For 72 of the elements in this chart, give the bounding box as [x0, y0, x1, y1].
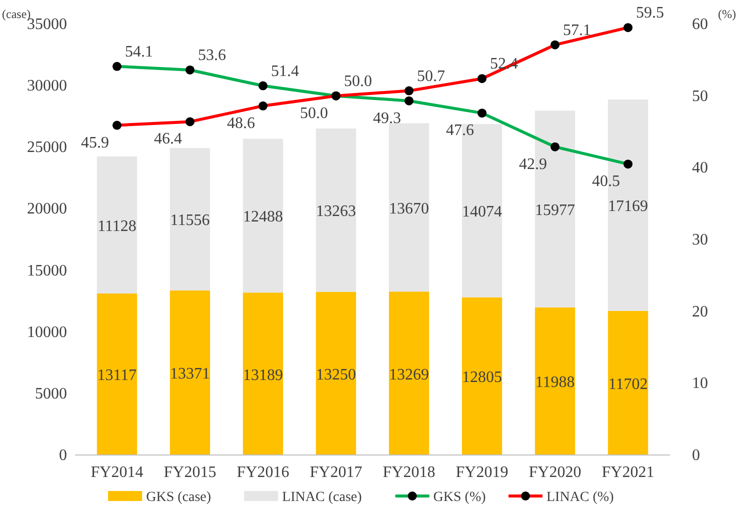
- data-label: 51.4: [270, 62, 299, 80]
- bar: [170, 148, 210, 290]
- data-label: 17169: [608, 198, 648, 216]
- data-label: 13269: [389, 366, 430, 384]
- bar: [242, 292, 284, 455]
- y2-tick-label: 50: [692, 88, 708, 105]
- y-tick-label: 15000: [27, 262, 67, 280]
- data-label: 42.9: [519, 156, 548, 173]
- data-label: 13670: [389, 200, 430, 218]
- bar: [462, 297, 502, 455]
- y2-tick-label: 30: [692, 232, 708, 248]
- data-label: 13371: [170, 366, 210, 383]
- data-label: 40.5: [592, 173, 620, 190]
- y-tick-label: 5000: [35, 385, 67, 402]
- bar: [388, 123, 430, 292]
- data-label: 49.3: [373, 110, 402, 127]
- data-label: 59.5: [636, 4, 664, 22]
- y2-tick-label: 10: [692, 375, 708, 392]
- data-label: 13189: [242, 366, 283, 384]
- x-tick-label: FY2014: [90, 464, 144, 481]
- data-label: 11128: [98, 218, 136, 235]
- bar: [316, 128, 356, 292]
- y-tick-label: 25000: [27, 139, 67, 156]
- bar: [96, 293, 138, 455]
- data-label: 11556: [170, 212, 210, 230]
- data-label: 50.0: [344, 72, 372, 90]
- x-tick-label: FY2018: [382, 464, 436, 481]
- data-label: 50.7: [417, 68, 446, 85]
- bar: [388, 292, 430, 455]
- x-tick-label: FY2017: [310, 464, 362, 481]
- y-tick-label: 30000: [27, 78, 67, 95]
- x-tick-label: FY2020: [528, 464, 582, 481]
- y2-tick-label: 60: [692, 16, 708, 33]
- bar: [316, 292, 356, 455]
- bar: [170, 290, 210, 455]
- legend-label: GKS (%): [433, 490, 486, 505]
- x-tick-label: FY2021: [602, 464, 654, 481]
- y2-tick-label: 40: [692, 160, 708, 177]
- data-label: 47.6: [446, 122, 474, 140]
- bar: [534, 307, 576, 455]
- data-label: 48.6: [226, 114, 255, 132]
- data-label: 45.9: [80, 134, 109, 152]
- legend-label: LINAC (%): [546, 490, 614, 505]
- bar: [96, 156, 138, 294]
- y2-tick-label: 0: [692, 447, 700, 464]
- data-label: 13263: [316, 203, 356, 220]
- data-label: 54.1: [124, 43, 153, 60]
- y-axis-title: (case): [2, 7, 31, 21]
- data-label: 46.4: [154, 130, 182, 148]
- data-label: 14074: [462, 204, 502, 221]
- bar: [608, 310, 648, 455]
- data-label: 11988: [535, 374, 575, 392]
- data-label: 13117: [97, 367, 137, 384]
- y-tick-label: 0: [59, 447, 67, 464]
- y2-tick-label: 20: [692, 303, 708, 320]
- legend-label: LINAC (case): [282, 490, 362, 505]
- y2-axis-title: (%): [718, 7, 736, 21]
- data-label: 57.1: [563, 22, 592, 39]
- x-tick-label: FY2015: [164, 464, 216, 481]
- data-label: 53.6: [198, 46, 226, 64]
- x-tick-label: FY2019: [456, 464, 508, 481]
- bar: [242, 138, 284, 293]
- x-tick-label: FY2016: [236, 464, 290, 481]
- y-tick-label: 10000: [27, 324, 67, 341]
- data-label: 13250: [316, 366, 356, 384]
- data-label: 11702: [608, 376, 648, 393]
- legend-label: GKS (case): [146, 490, 212, 505]
- data-label: 15977: [535, 202, 576, 220]
- data-label: 12805: [462, 369, 502, 386]
- y-tick-label: 20000: [27, 200, 67, 218]
- data-label: 50.0: [300, 104, 328, 122]
- data-label: 12488: [242, 208, 283, 226]
